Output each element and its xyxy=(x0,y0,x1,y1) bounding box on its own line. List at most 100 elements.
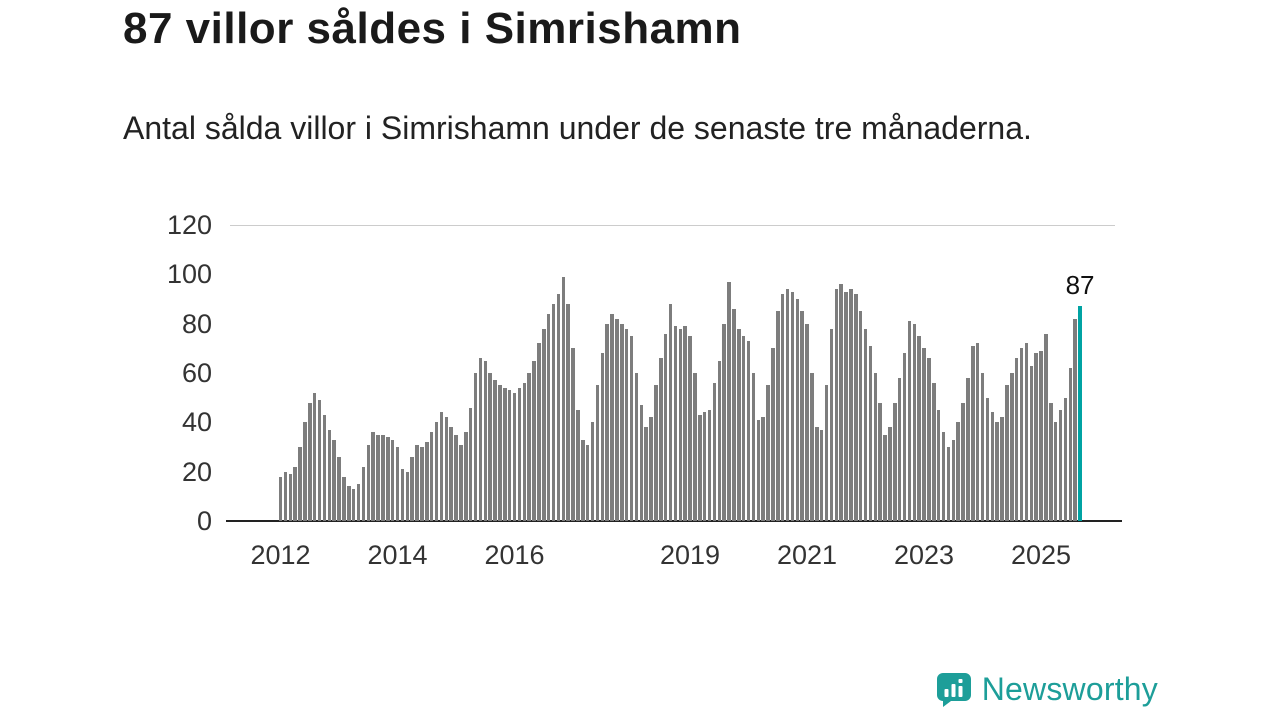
bar xyxy=(522,382,527,521)
bar xyxy=(478,358,483,521)
bar xyxy=(805,323,809,521)
x-tick-label: 2014 xyxy=(367,540,428,570)
bar xyxy=(595,385,600,521)
bar xyxy=(1049,402,1053,521)
bar xyxy=(873,373,878,521)
brand-logo: Newsworthy xyxy=(936,671,1158,708)
bar xyxy=(527,373,531,521)
bar xyxy=(390,439,395,521)
bar xyxy=(863,328,868,521)
bar xyxy=(1073,318,1077,521)
bar xyxy=(712,382,717,521)
bar xyxy=(1024,343,1029,521)
bar xyxy=(727,281,731,521)
bar xyxy=(961,402,965,521)
brand-name: Newsworthy xyxy=(981,671,1158,707)
bar xyxy=(654,385,658,521)
bar xyxy=(990,412,995,521)
bar xyxy=(449,427,453,521)
bar xyxy=(312,392,317,521)
bar xyxy=(639,405,644,521)
bar xyxy=(493,380,497,521)
bar xyxy=(376,434,380,521)
bar xyxy=(1014,358,1019,521)
bar xyxy=(425,442,429,521)
bar xyxy=(980,373,985,521)
bar xyxy=(668,303,673,521)
y-tick-label: 100 xyxy=(166,259,212,290)
bar xyxy=(590,422,595,521)
bar xyxy=(815,427,819,521)
bar xyxy=(503,387,507,521)
bar xyxy=(673,326,678,521)
bar xyxy=(1005,385,1009,521)
bar xyxy=(1068,368,1073,521)
bar xyxy=(332,439,336,521)
bar xyxy=(605,323,609,521)
bar xyxy=(688,336,692,521)
y-tick-label: 60 xyxy=(181,358,212,388)
bar xyxy=(488,373,492,521)
bar xyxy=(893,402,897,521)
bar xyxy=(498,385,502,521)
bar xyxy=(1053,422,1058,521)
y-tick-label: 0 xyxy=(196,506,212,536)
bar xyxy=(400,469,405,521)
highlight-bar xyxy=(1078,306,1082,521)
bar xyxy=(966,377,970,521)
x-tick-label: 2016 xyxy=(484,540,545,570)
bar xyxy=(459,444,463,521)
bar xyxy=(785,289,790,521)
bar xyxy=(995,422,999,521)
newsworthy-icon xyxy=(936,672,972,708)
bar xyxy=(1010,373,1014,521)
bar xyxy=(366,444,371,521)
bar xyxy=(381,434,385,521)
bar xyxy=(932,382,936,521)
chart-subtitle: Antal sålda villor i Simrishamn under de… xyxy=(123,110,1032,146)
bar xyxy=(473,373,478,521)
bar xyxy=(507,390,512,521)
bar xyxy=(917,336,921,521)
bar xyxy=(644,427,648,521)
chart: 0 20 40 60 80 100 120 2012 2014 2016 2019 2021 2023 2… xyxy=(166,210,1122,570)
bar xyxy=(464,432,468,521)
bar xyxy=(468,407,473,521)
gridline-top xyxy=(230,225,1115,226)
bar xyxy=(834,289,839,521)
bar xyxy=(308,402,312,521)
bar xyxy=(551,303,556,521)
bar xyxy=(766,385,770,521)
bar xyxy=(298,447,302,521)
bar xyxy=(649,417,653,521)
bar xyxy=(849,289,853,521)
x-axis-baseline xyxy=(226,520,1122,522)
bar xyxy=(454,434,458,521)
bar xyxy=(356,484,361,521)
bar xyxy=(659,358,663,521)
bar xyxy=(624,328,629,521)
x-tick-label: 2025 xyxy=(1011,540,1072,570)
bar xyxy=(439,412,444,521)
bar xyxy=(907,321,912,521)
bar xyxy=(629,336,634,521)
bar xyxy=(956,422,960,521)
bar xyxy=(537,343,541,521)
bar xyxy=(483,360,488,521)
bar xyxy=(351,488,356,521)
bar xyxy=(922,348,926,521)
bar xyxy=(610,313,614,521)
bar-value-label: 87 xyxy=(1065,270,1095,301)
bar xyxy=(1063,397,1068,521)
bar xyxy=(732,308,736,521)
bar xyxy=(717,360,722,521)
bar xyxy=(415,444,419,521)
bar xyxy=(395,447,400,521)
bar xyxy=(634,373,639,521)
bar xyxy=(829,328,834,521)
bar xyxy=(542,328,546,521)
x-tick-label: 2021 xyxy=(777,540,838,570)
bar xyxy=(585,444,590,521)
x-tick-label: 2012 xyxy=(250,540,311,570)
bar xyxy=(702,412,707,521)
